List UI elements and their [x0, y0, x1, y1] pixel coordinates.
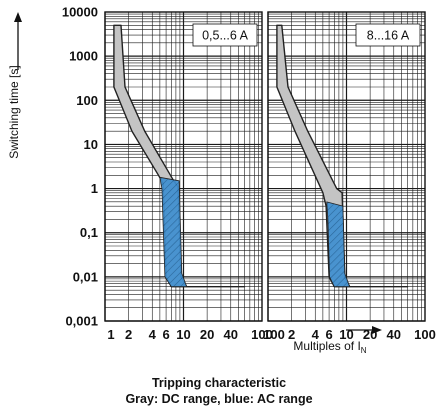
panel-label-box: [192, 23, 258, 47]
x-tick-label: 100: [414, 327, 436, 342]
x-axis-arrowhead: [372, 326, 382, 334]
ac-range-band: [326, 201, 369, 288]
x-tick-label: 6: [325, 327, 332, 342]
ac-range-band: [159, 176, 206, 288]
x-tick-label: 100: [263, 327, 285, 342]
y-tick-label: 0,001: [65, 314, 98, 329]
x-tick-label: 6: [162, 327, 169, 342]
panel-label-box: [355, 23, 421, 47]
panel-range-label: 0,5...6 A: [202, 29, 249, 43]
chart-subtitle: Gray: DC range, blue: AC range: [125, 392, 313, 406]
panel-2: 8...16 A: [267, 11, 426, 322]
y-tick-label: 1000: [69, 49, 98, 64]
x-tick-label: 10: [339, 327, 353, 342]
x-axis-label-subscript: N: [361, 346, 367, 355]
panel-border: [267, 11, 426, 322]
y-tick-label: 1: [91, 181, 98, 196]
y-tick-label: 10000: [62, 5, 98, 20]
panel-1: 0,5...6 A: [104, 11, 263, 322]
x-axis-label: Multiples of IN: [293, 339, 366, 355]
x-tick-label: 4: [312, 327, 320, 342]
x-tick-label: 2: [288, 327, 295, 342]
x-tick-label: 40: [387, 327, 401, 342]
x-tick-label: 2: [125, 327, 132, 342]
x-tick-label: 20: [200, 327, 214, 342]
x-axis-label-text: Multiples of I: [293, 339, 360, 353]
x-tick-label: 40: [224, 327, 238, 342]
x-tick-label: 10: [176, 327, 190, 342]
grid: [267, 12, 425, 322]
y-tick-label: 100: [76, 93, 98, 108]
grid: [104, 12, 262, 322]
y-tick-label: 0,01: [73, 269, 98, 284]
panel-range-label: 8...16 A: [367, 29, 410, 43]
y-tick-label: 0,1: [80, 225, 98, 240]
x-tick-label: 1: [107, 327, 114, 342]
x-tick-label: 100: [251, 327, 273, 342]
y-axis-arrowhead: [14, 12, 22, 22]
x-tick-label: 4: [149, 327, 157, 342]
y-tick-label: 10: [84, 137, 98, 152]
panel-border: [104, 11, 263, 322]
chart-title: Tripping characteristic: [151, 376, 287, 390]
y-axis-label: Switching time [s]: [7, 65, 21, 158]
